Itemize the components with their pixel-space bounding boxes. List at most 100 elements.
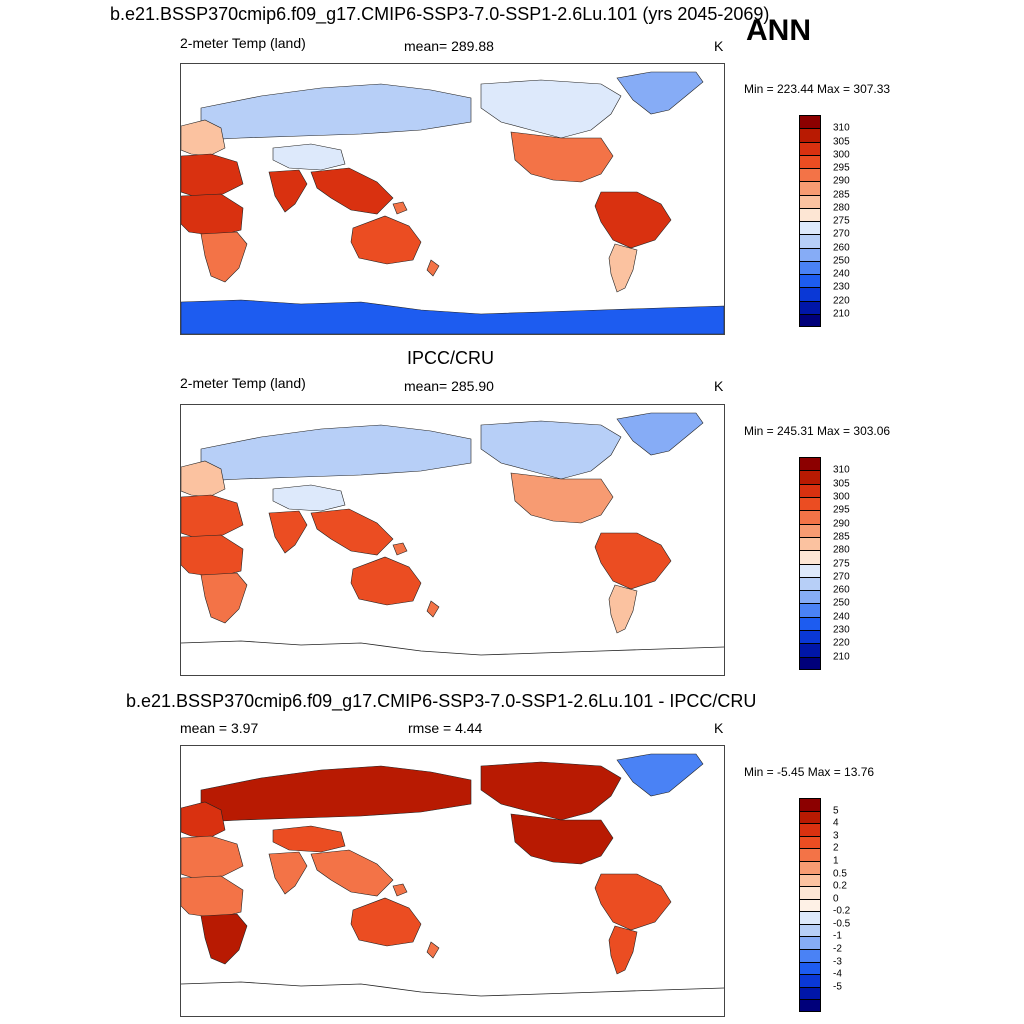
colorbar-tick-label: 270 — [833, 571, 850, 583]
region-tibet — [272, 143, 346, 171]
coastline-antarctica — [181, 640, 724, 656]
colorbar-swatch — [799, 810, 821, 824]
colorbar-tick-label: 310 — [833, 464, 850, 476]
colorbar-tick-label: -1 — [833, 930, 842, 942]
colorbar-swatch — [799, 603, 821, 617]
region-sahara — [181, 835, 244, 879]
coastline-island — [392, 201, 408, 215]
colorbar-swatch — [799, 898, 821, 912]
colorbar-swatch — [799, 287, 821, 301]
colorbar-swatch — [799, 986, 821, 1000]
region-europe — [181, 119, 226, 157]
region-canada — [480, 79, 622, 139]
colorbar-swatch — [799, 616, 821, 631]
colorbar-swatch — [799, 643, 821, 657]
colorbar-swatch — [799, 873, 821, 887]
region-tibet — [272, 825, 346, 853]
region-greenland — [616, 753, 704, 797]
colorbar-swatch — [799, 313, 821, 327]
region-central-africa — [181, 534, 244, 578]
colorbar-tick-label: 285 — [833, 189, 850, 200]
colorbar-swatch — [799, 911, 821, 924]
colorbar-tick-label: 250 — [833, 255, 850, 267]
colorbar-tick-label: 230 — [833, 624, 850, 636]
colorbar-swatch — [799, 247, 821, 261]
colorbar-tick-label: 260 — [833, 242, 850, 253]
region-patagonia — [608, 243, 638, 293]
colorbar-swatch — [799, 536, 821, 551]
colorbar-swatch — [799, 576, 821, 591]
colorbar-tick-label: 285 — [833, 531, 850, 543]
region-patagonia — [608, 925, 638, 975]
region-central-africa — [181, 875, 244, 919]
colorbar-tick-label: 300 — [833, 149, 850, 161]
region-amazon — [594, 532, 672, 590]
coastline-island — [426, 941, 440, 959]
region-india — [268, 851, 308, 895]
region-south-africa — [200, 572, 248, 624]
region-siberia — [200, 765, 472, 823]
region-se-asia — [310, 849, 394, 897]
colorbar-swatch — [799, 154, 821, 168]
colorbar-swatch — [799, 194, 821, 208]
colorbar-swatch — [799, 656, 821, 670]
colorbar-tick-label: 280 — [833, 202, 850, 214]
colorbar-swatch — [799, 300, 821, 314]
colorbar-tick-label: 0.2 — [833, 880, 847, 892]
region-se-asia — [310, 508, 394, 556]
panel3-map-svg — [181, 753, 724, 997]
panel2-units-label: K — [714, 378, 724, 394]
colorbar-tick-label: -3 — [833, 956, 842, 968]
colorbar-swatch — [799, 974, 821, 987]
panel1-variable-label: 2-meter Temp (land) — [180, 35, 306, 51]
colorbar-swatch — [799, 141, 821, 155]
colorbar-tick-label: 295 — [833, 162, 850, 174]
region-se-asia — [310, 167, 394, 215]
colorbar-tick-label: 280 — [833, 544, 850, 556]
region-australia — [350, 215, 422, 265]
colorbar-swatch — [799, 181, 821, 195]
panel3-minmax: Min = -5.45 Max = 13.76 — [744, 765, 875, 779]
region-sahara — [181, 494, 244, 538]
colorbar-tick-label: 4 — [833, 817, 839, 829]
region-greenland — [616, 412, 704, 456]
colorbar-tick-label: -2 — [833, 943, 842, 955]
region-siberia — [200, 83, 472, 141]
region-usa — [510, 131, 614, 183]
colorbar-swatch — [799, 999, 821, 1012]
colorbar-tick-label: 290 — [833, 175, 850, 187]
colorbar-tick-label: 5 — [833, 805, 839, 817]
main-title: b.e21.BSSP370cmip6.f09_g17.CMIP6-SSP3-7.… — [110, 4, 770, 24]
colorbar-swatch — [799, 936, 821, 950]
region-india — [268, 510, 308, 554]
season-label: ANN — [746, 14, 811, 47]
coastline-antarctica — [181, 981, 724, 997]
panel1-map-svg — [181, 71, 724, 334]
panel3-colorbar: 5 4 3 2 1 0.5 0.2 0 -0.2 -0.5 -1 -2 -3 -4 -5 — [799, 798, 850, 1012]
colorbar-tick-label: 305 — [833, 478, 850, 490]
colorbar-tick-label: 290 — [833, 518, 850, 530]
region-greenland — [616, 71, 704, 115]
panel1-units-label: K — [714, 38, 724, 54]
colorbar-tick-label: 295 — [833, 504, 850, 516]
region-australia — [350, 556, 422, 606]
colorbar-swatch — [799, 234, 821, 248]
panel3-map — [180, 745, 725, 1017]
region-sahara — [181, 153, 244, 197]
region-india — [268, 169, 308, 213]
region-europe — [181, 460, 226, 498]
panel2-map — [180, 404, 725, 676]
panel1-minmax: Min = 223.44 Max = 307.33 — [744, 82, 891, 96]
region-south-africa — [200, 231, 248, 283]
region-europe — [181, 801, 226, 839]
colorbar-tick-label: 0 — [833, 893, 839, 905]
region-usa — [510, 472, 614, 524]
colorbar-swatch — [799, 274, 821, 288]
colorbar-swatch — [799, 835, 821, 849]
colorbar-tick-label: -0.2 — [833, 905, 851, 917]
panel1-colorbar: 310 305 300 295 290 285 280 275 270 260 250 240 230 2… — [799, 115, 850, 327]
panel2-mean-label: mean= 285.90 — [404, 378, 494, 394]
colorbar-swatch — [799, 961, 821, 975]
colorbar-tick-label: 220 — [833, 637, 850, 649]
colorbar-swatch — [799, 260, 821, 274]
